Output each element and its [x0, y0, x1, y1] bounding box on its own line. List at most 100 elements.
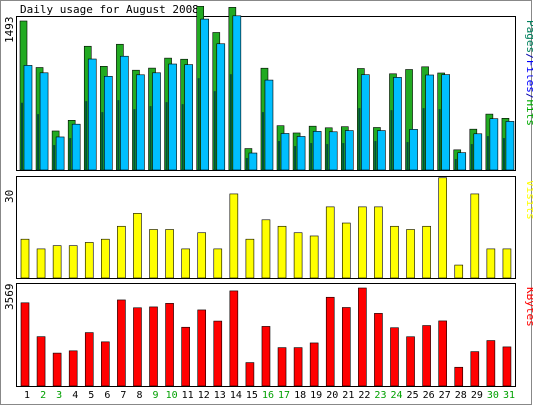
visits-bar-30	[486, 248, 496, 279]
x-tick-label-31: 31	[503, 390, 515, 401]
hits-legend-item-0: Pages	[524, 20, 533, 53]
hits-bar-pages-6	[101, 112, 104, 170]
hits-bar-files-22	[361, 74, 370, 171]
hits-bar-files-8	[136, 74, 145, 171]
hits-bar-files-2	[39, 72, 49, 171]
visits-bar-15	[245, 238, 255, 279]
hits-bar-files-27	[441, 74, 450, 171]
visits-legend-item-0: Visits	[524, 180, 533, 220]
hits-bar-files-1	[23, 65, 33, 171]
visits-bar-16	[261, 219, 271, 279]
hits-bar-pages-8	[133, 109, 136, 170]
kbytes-bar-10	[165, 303, 174, 387]
hits-bar-files-20	[328, 131, 338, 171]
x-tick-label-7: 7	[120, 390, 126, 401]
x-tick-label-21: 21	[342, 390, 354, 401]
x-tick-label-5: 5	[88, 390, 94, 401]
visits-bar-11	[181, 248, 190, 279]
visits-bar-17	[277, 225, 287, 279]
x-tick-label-19: 19	[310, 390, 322, 401]
hits-bar-pages-1	[21, 102, 23, 170]
visits-bar-21	[341, 222, 351, 279]
kbytes-bar-28	[454, 366, 464, 387]
visits-ymax-label: 30	[3, 190, 16, 203]
hits-bar-files-6	[104, 75, 113, 171]
hits-bar-pages-16	[261, 112, 264, 170]
kbytes-bar-23	[374, 313, 383, 387]
hits-bar-files-5	[87, 58, 97, 171]
hits-bar-pages-7	[117, 100, 120, 170]
hits-bar-files-12	[200, 18, 210, 171]
x-tick-label-20: 20	[326, 390, 338, 401]
visits-bar-22	[358, 206, 367, 279]
hits-bar-files-26	[425, 74, 434, 171]
kbytes-bar-15	[245, 362, 255, 387]
hits-bar-files-23	[377, 130, 386, 171]
visits-bar-25	[406, 229, 415, 279]
hits-bar-hits-25	[405, 69, 413, 171]
visits-bar-7	[117, 225, 126, 279]
x-tick-label-25: 25	[407, 390, 419, 401]
hits-bar-pages-14	[229, 74, 232, 170]
hits-bar-files-18	[296, 136, 306, 171]
kbytes-bar-9	[149, 306, 158, 387]
hits-legend-item-1: /	[524, 53, 533, 60]
x-tick-label-24: 24	[390, 390, 402, 401]
visits-bar-29	[470, 193, 480, 279]
kbytes-bar-6	[101, 341, 110, 387]
kbytes-legend-item-0: KBytes	[524, 287, 533, 327]
x-tick-label-18: 18	[294, 390, 306, 401]
visits-bar-8	[133, 213, 142, 279]
kbytes-bar-20	[325, 296, 335, 387]
hits-legend-item-2: Files	[524, 60, 533, 93]
x-tick-label-23: 23	[374, 390, 386, 401]
x-tick-label-1: 1	[24, 390, 30, 401]
kbytes-bar-31	[502, 346, 512, 387]
kbytes-bar-27	[438, 320, 447, 387]
visits-bar-19	[309, 235, 319, 279]
kbytes-bar-8	[133, 307, 142, 387]
kbytes-bar-2	[36, 336, 46, 387]
kbytes-legend: KBytes	[524, 287, 533, 327]
visits-bar-2	[36, 248, 46, 279]
hits-bar-pages-30	[486, 136, 489, 170]
kbytes-bar-1	[20, 302, 30, 387]
kbytes-bar-17	[277, 347, 287, 387]
x-tick-label-26: 26	[423, 390, 435, 401]
kbytes-bar-11	[181, 326, 190, 387]
hits-bar-pages-18	[294, 146, 297, 170]
visits-bar-23	[374, 206, 383, 279]
hits-bar-pages-17	[278, 141, 281, 170]
hits-bar-files-15	[248, 152, 258, 171]
visits-bar-5	[84, 242, 94, 279]
hits-bar-files-9	[152, 72, 161, 171]
visits-bar-31	[502, 248, 512, 279]
hits-bar-files-30	[489, 118, 499, 171]
visits-bar-1	[20, 238, 30, 279]
visits-legend: Visits	[524, 180, 533, 220]
x-tick-label-27: 27	[439, 390, 451, 401]
visits-bar-28	[454, 264, 464, 279]
x-tick-label-10: 10	[166, 390, 178, 401]
hits-bar-pages-21	[342, 143, 345, 170]
hits-legend-item-4: Hits	[524, 100, 533, 127]
hits-bar-files-13	[216, 43, 226, 171]
kbytes-bar-5	[84, 332, 94, 387]
x-tick-label-29: 29	[471, 390, 483, 401]
hits-bar-pages-25	[406, 142, 409, 170]
chart-title: Daily usage for August 2008	[20, 3, 199, 16]
visits-bar-27	[438, 177, 447, 279]
kbytes-ymax-label: 3569	[3, 284, 16, 311]
hits-bar-pages-26	[422, 108, 425, 170]
kbytes-panel: 3569 KBytes	[3, 283, 533, 387]
hits-bar-files-19	[312, 131, 322, 171]
hits-ymax-label: 1493	[3, 17, 16, 44]
kbytes-bar-19	[309, 342, 319, 387]
kbytes-bar-18	[293, 347, 303, 387]
x-tick-label-30: 30	[487, 390, 499, 401]
visits-panel: 30 Visits	[3, 176, 533, 279]
x-tick-label-8: 8	[136, 390, 142, 401]
hits-bar-pages-12	[197, 78, 200, 170]
hits-bar-pages-10	[165, 102, 168, 170]
